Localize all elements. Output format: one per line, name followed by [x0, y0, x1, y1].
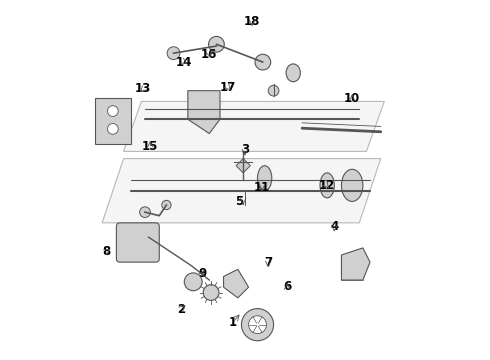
FancyBboxPatch shape [117, 223, 159, 262]
Circle shape [107, 106, 118, 116]
Circle shape [162, 201, 171, 210]
Ellipse shape [320, 173, 334, 198]
Text: 4: 4 [330, 220, 339, 233]
Text: 3: 3 [241, 143, 249, 156]
Polygon shape [123, 102, 384, 152]
Circle shape [167, 47, 180, 60]
Text: 2: 2 [176, 303, 185, 316]
Polygon shape [95, 98, 131, 144]
Text: 8: 8 [102, 245, 111, 258]
Text: 11: 11 [254, 181, 270, 194]
Text: 18: 18 [244, 14, 260, 27]
Polygon shape [102, 158, 381, 223]
Text: 12: 12 [318, 179, 335, 192]
Polygon shape [223, 269, 248, 298]
Circle shape [268, 85, 279, 96]
Text: 13: 13 [135, 82, 151, 95]
Polygon shape [236, 158, 250, 173]
Text: 17: 17 [220, 81, 236, 94]
Circle shape [255, 54, 270, 70]
Polygon shape [342, 248, 370, 280]
Text: 6: 6 [283, 280, 291, 293]
Text: 5: 5 [236, 195, 244, 208]
Text: 14: 14 [176, 55, 193, 69]
Circle shape [209, 36, 224, 52]
Text: 15: 15 [142, 140, 159, 153]
Text: 7: 7 [264, 256, 272, 269]
Text: 1: 1 [228, 316, 237, 329]
Ellipse shape [342, 169, 363, 202]
Circle shape [203, 285, 219, 300]
Circle shape [107, 123, 118, 134]
Text: 10: 10 [344, 92, 360, 105]
Circle shape [140, 207, 150, 217]
Circle shape [184, 273, 202, 291]
Ellipse shape [258, 166, 272, 191]
Circle shape [242, 309, 273, 341]
Ellipse shape [286, 64, 300, 82]
Polygon shape [188, 91, 220, 134]
Text: 9: 9 [198, 267, 206, 280]
Circle shape [248, 316, 267, 334]
Text: 16: 16 [201, 48, 218, 61]
